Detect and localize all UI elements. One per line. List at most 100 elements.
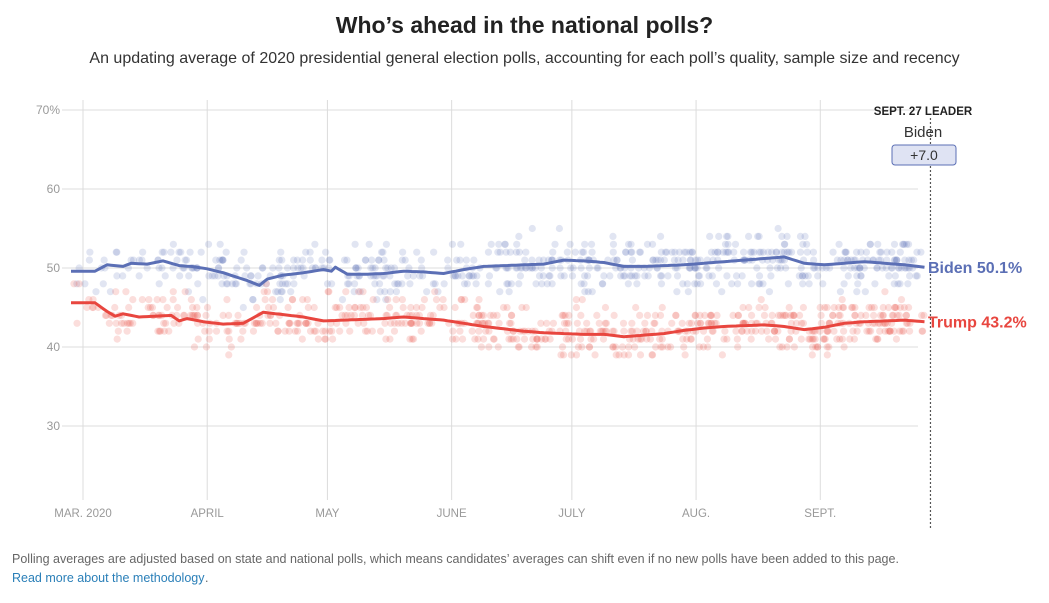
poll-dot-biden [356, 288, 364, 296]
poll-dot-biden [409, 272, 417, 280]
poll-dot-biden [214, 272, 222, 280]
poll-dot-trump [713, 311, 721, 319]
poll-dot-biden [177, 248, 185, 256]
poll-dot-biden [688, 248, 697, 256]
poll-dot-trump [685, 319, 693, 327]
poll-dot-biden [721, 240, 730, 248]
poll-dot-trump [648, 351, 657, 359]
poll-dot-biden [289, 264, 298, 272]
poll-dot-biden [390, 264, 399, 272]
poll-dot-trump [489, 335, 498, 343]
poll-dot-trump [73, 319, 81, 327]
poll-dot-trump [111, 303, 119, 312]
poll-dot-trump [884, 327, 892, 335]
poll-dot-biden [528, 264, 536, 272]
poll-dot-biden [857, 272, 865, 280]
poll-dot-biden [842, 248, 850, 256]
poll-dot-biden [465, 272, 473, 280]
poll-dot-trump [154, 327, 162, 335]
poll-dot-trump [743, 327, 751, 335]
poll-dot-trump [193, 311, 201, 319]
poll-dot-biden [888, 264, 896, 272]
poll-dot-trump [564, 319, 573, 327]
poll-dot-biden [705, 272, 713, 280]
poll-dot-trump [285, 319, 293, 327]
methodology-link[interactable]: Read more about the methodology [12, 571, 205, 585]
poll-dot-biden [829, 248, 837, 256]
poll-dot-biden [584, 288, 592, 296]
poll-dot-biden [773, 264, 782, 272]
poll-dot-biden [138, 256, 146, 264]
poll-dot-trump [738, 327, 746, 335]
poll-dot-biden [113, 248, 121, 256]
poll-dot-biden [609, 240, 618, 248]
poll-dot-trump [836, 311, 844, 319]
poll-dot-biden [636, 248, 644, 256]
poll-dot-biden [712, 280, 721, 288]
poll-dot-trump [729, 311, 737, 319]
poll-dot-biden [796, 232, 805, 240]
poll-dot-trump [505, 335, 513, 343]
poll-dot-biden [691, 256, 700, 264]
poll-dot-biden [155, 280, 163, 288]
poll-dot-trump [429, 311, 437, 319]
poll-dot-trump [707, 319, 715, 327]
poll-dot-trump [765, 335, 773, 343]
poll-dot-biden [673, 288, 681, 296]
poll-dot-trump [567, 351, 575, 359]
poll-dot-trump [484, 319, 492, 327]
poll-dot-trump [809, 335, 817, 343]
poll-dot-trump [891, 303, 899, 312]
poll-dot-trump [572, 296, 580, 304]
poll-dot-trump [642, 327, 650, 335]
poll-dot-trump [225, 351, 233, 359]
poll-dot-trump [123, 319, 131, 327]
poll-dot-biden [545, 272, 553, 280]
poll-dot-trump [797, 319, 806, 327]
poll-dot-biden [765, 288, 774, 296]
poll-dot-trump [533, 335, 541, 343]
poll-dot-biden [205, 272, 213, 280]
poll-dot-biden [538, 280, 546, 288]
poll-dot-biden [379, 248, 387, 256]
poll-dot-biden [693, 280, 701, 288]
poll-dot-trump [703, 335, 711, 343]
poll-dot-biden [894, 280, 902, 288]
poll-dot-trump [288, 296, 297, 304]
poll-dot-trump [699, 343, 708, 351]
poll-dot-biden [515, 248, 524, 256]
poll-dot-biden [778, 232, 786, 240]
poll-dot-trump [458, 335, 467, 343]
poll-dot-trump [425, 319, 434, 327]
poll-dot-trump [785, 303, 793, 312]
poll-dot-trump [701, 311, 709, 319]
poll-dot-trump [359, 288, 367, 296]
poll-dot-biden [905, 272, 914, 280]
poll-dot-biden [772, 248, 781, 256]
poll-dot-biden [620, 272, 628, 280]
poll-dot-biden [609, 232, 617, 240]
poll-dot-trump [325, 288, 333, 296]
poll-dot-trump [817, 319, 825, 327]
poll-dot-trump [362, 303, 371, 312]
poll-dot-trump [187, 296, 195, 304]
average-line-biden [71, 255, 925, 287]
poll-dot-biden [702, 264, 710, 272]
poll-dot-biden [649, 256, 657, 264]
poll-dot-trump [817, 311, 825, 319]
poll-dot-trump [408, 335, 416, 343]
poll-dot-biden [546, 272, 554, 280]
poll-dot-trump [384, 296, 392, 304]
poll-dot-trump [507, 319, 515, 327]
poll-dot-trump [591, 351, 599, 359]
methodology-period: . [205, 571, 209, 585]
poll-dot-biden [259, 264, 267, 272]
poll-dot-trump [424, 319, 432, 327]
poll-dot-biden [904, 240, 913, 248]
poll-dot-biden [866, 240, 874, 248]
poll-dot-biden [723, 272, 731, 280]
poll-dot-trump [609, 343, 617, 351]
poll-dot-biden [350, 288, 358, 296]
poll-dot-trump [508, 311, 516, 319]
poll-dot-trump [696, 319, 705, 327]
